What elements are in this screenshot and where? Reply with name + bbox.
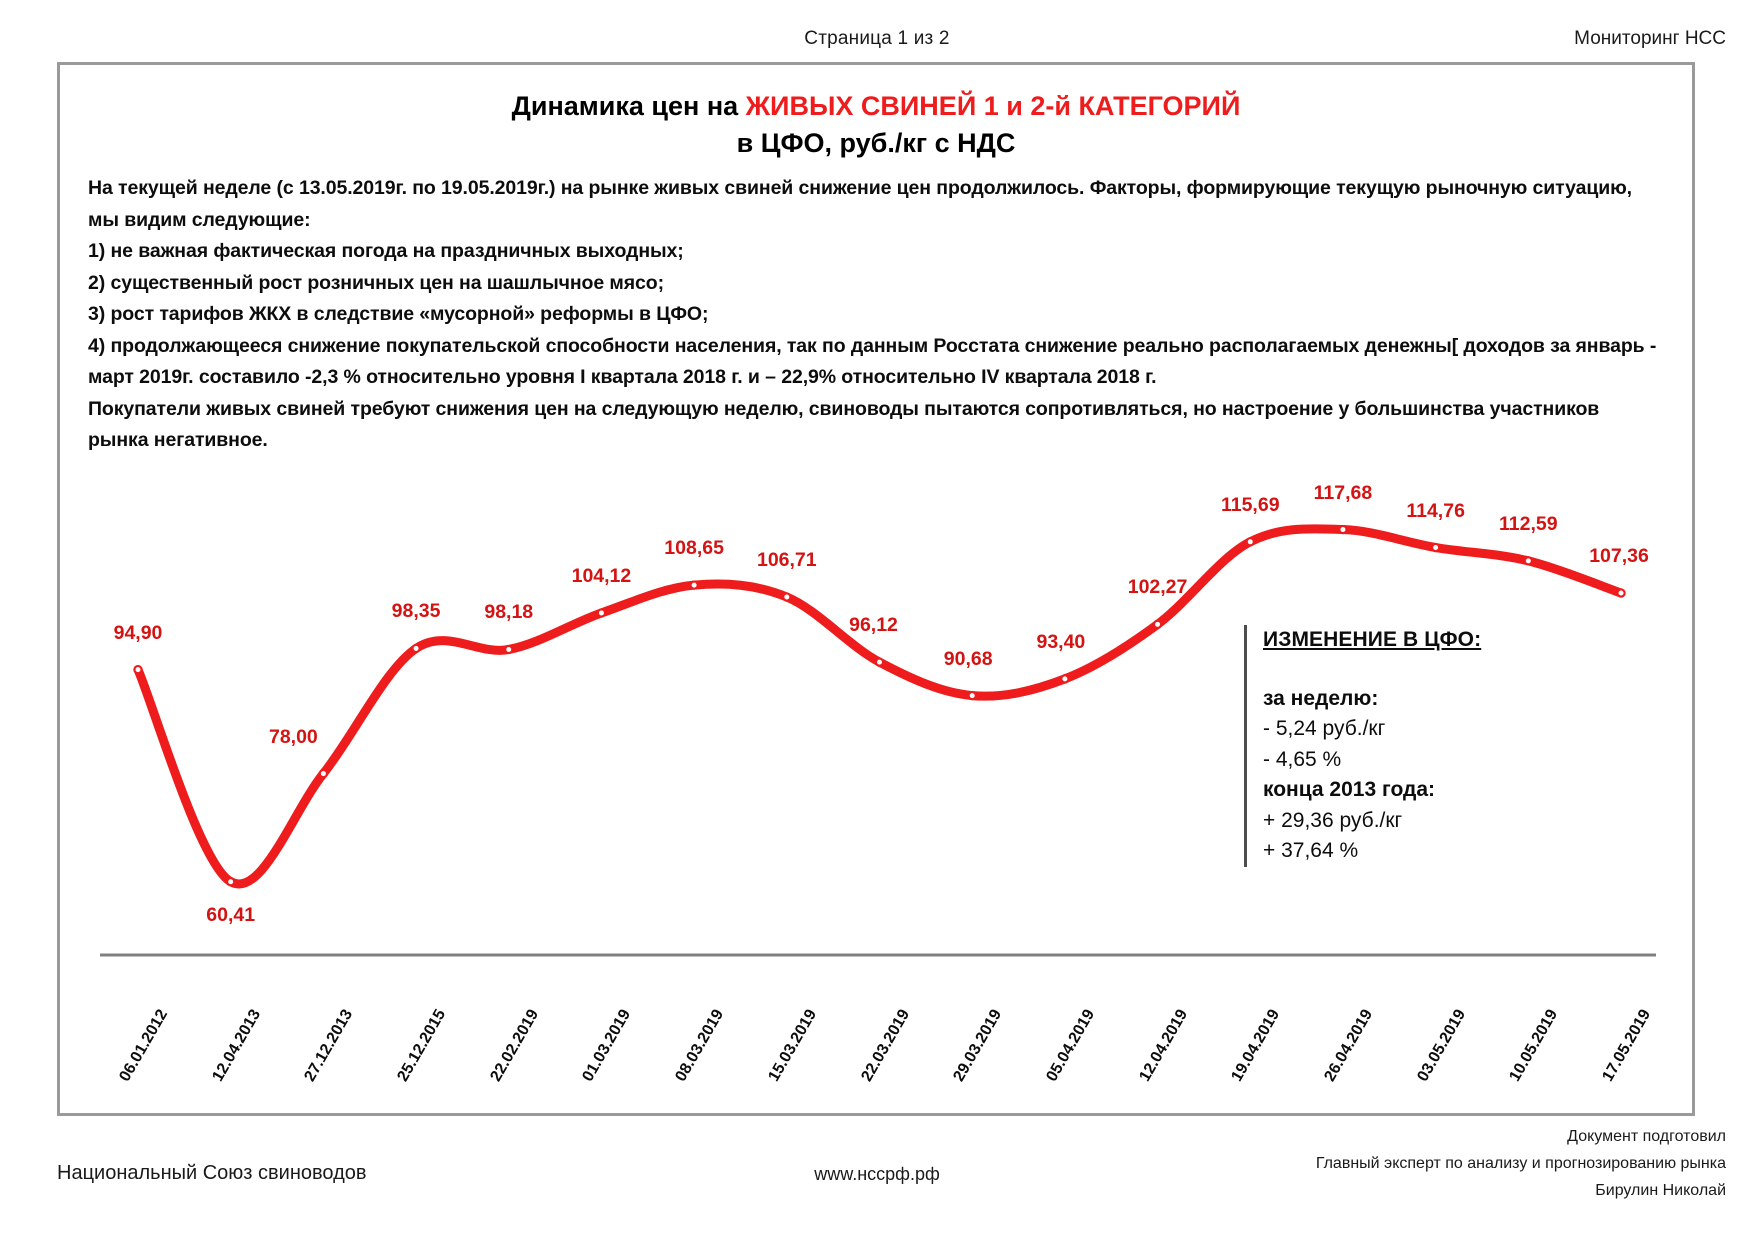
data-point-marker [1060,674,1070,684]
chart-title-highlight: ЖИВЫХ СВИНЕЙ 1 и 2-й КАТЕГОРИЙ [745,91,1241,121]
change-since-rub: + 29,36 руб./кг [1263,808,1403,832]
change-week-pct: - 4,65 % [1263,747,1342,771]
data-point-marker [1430,542,1441,553]
data-point-label: 115,69 [1220,493,1280,516]
footer-author-name: Бирулин Николай [1595,1182,1726,1199]
data-point-marker [1338,524,1348,535]
page-indicator: Страница 1 из 2 [804,28,950,49]
commentary-paragraph-6: Покупатели живых свиней требуют снижения… [88,397,1600,452]
change-since-pct: + 37,64 % [1263,839,1359,862]
data-point-label: 98,18 [484,601,534,624]
chart-title-prefix: Динамика цен на [511,91,746,121]
commentary-paragraph-2: 1) не важная фактическая погода на празд… [88,240,684,262]
data-point-marker [1616,588,1626,598]
change-box-title: ИЗМЕНЕНИЕ В ЦФО: [1263,628,1482,651]
data-point-label: 108,65 [664,537,724,560]
data-point-label: 90,68 [943,647,993,670]
commentary-paragraph-5: 4) продолжающееся снижение покупательско… [88,334,1657,389]
data-point-label: 94,90 [113,621,163,644]
footer-prepared-by: Документ подготовил [1567,1128,1726,1145]
data-point-marker [1152,619,1163,630]
commentary-text: На текущей неделе (с 13.05.2019г. по 19.… [88,173,1663,457]
page-header: Страница 1 из 2 Мониторинг НСС [0,0,1754,58]
footer-website[interactable]: www.нссрф.рф [814,1164,940,1184]
data-point-marker [411,643,421,654]
data-point-marker [782,592,792,602]
data-point-label: 107,36 [1589,545,1649,568]
change-week-label: за неделю: [1263,686,1379,710]
data-point-label: 102,27 [1127,576,1188,599]
monitoring-label: Мониторинг НСС [1574,28,1726,49]
data-point-label: 98,35 [391,600,441,623]
chart-title: Динамика цен на ЖИВЫХ СВИНЕЙ 1 и 2-й КАТ… [60,88,1692,162]
footer-author-role: Главный эксперт по анализу и прогнозиров… [1315,1155,1726,1172]
commentary-paragraph-3: 2) существенный рост розничных цен на ша… [88,271,664,294]
slide-frame: Динамика цен на ЖИВЫХ СВИНЕЙ 1 и 2-й КАТ… [57,62,1695,1116]
change-week-rub: - 5,24 руб./кг [1263,717,1386,740]
data-point-marker [874,657,885,667]
data-point-marker [689,580,699,590]
data-point-marker [967,690,977,701]
chart-title-line1: Динамика цен на ЖИВЫХ СВИНЕЙ 1 и 2-й КАТ… [60,88,1692,125]
data-point-label: 78,00 [268,725,318,748]
footer-organization: Национальный Союз свиноводов [57,1162,367,1184]
data-point-marker [133,664,143,675]
data-point-marker [504,644,514,655]
page-footer: Национальный Союз свиноводов www.нссрф.р… [0,1118,1754,1240]
price-line-chart: 94,90 60,41 78,00 98,35 98,18 104,12 108,65 106… [60,395,1698,1115]
data-point-label: 106,71 [756,549,817,572]
data-point-label: 112,59 [1499,512,1558,535]
data-point-marker [1245,537,1255,547]
chart-canvas [100,524,1656,957]
chart-title-line2: в ЦФО, руб./кг с НДС [736,128,1016,158]
commentary-paragraph-4: 3) рост тарифов ЖКХ в следствие «мусорно… [88,303,709,325]
data-point-label: 60,41 [206,903,256,926]
change-since-label: конца 2013 года: [1263,778,1435,801]
footer-author-block: Документ подготовил Главный эксперт по а… [1316,1123,1726,1204]
data-point-label: 104,12 [571,564,632,587]
data-point-marker [1523,556,1534,566]
commentary-paragraph-1: На текущей неделе (с 13.05.2019г. по 19.… [88,177,1632,231]
data-point-label: 96,12 [849,614,898,637]
data-point-marker [596,608,607,618]
data-point-label: 117,68 [1313,481,1373,504]
data-point-label: 93,40 [1036,630,1086,653]
data-point-marker [318,768,329,779]
change-summary-box: ИЗМЕНЕНИЕ В ЦФО: за неделю: - 5,24 руб./… [1244,625,1544,867]
data-point-marker [225,877,236,887]
data-point-label: 114,76 [1406,499,1465,522]
